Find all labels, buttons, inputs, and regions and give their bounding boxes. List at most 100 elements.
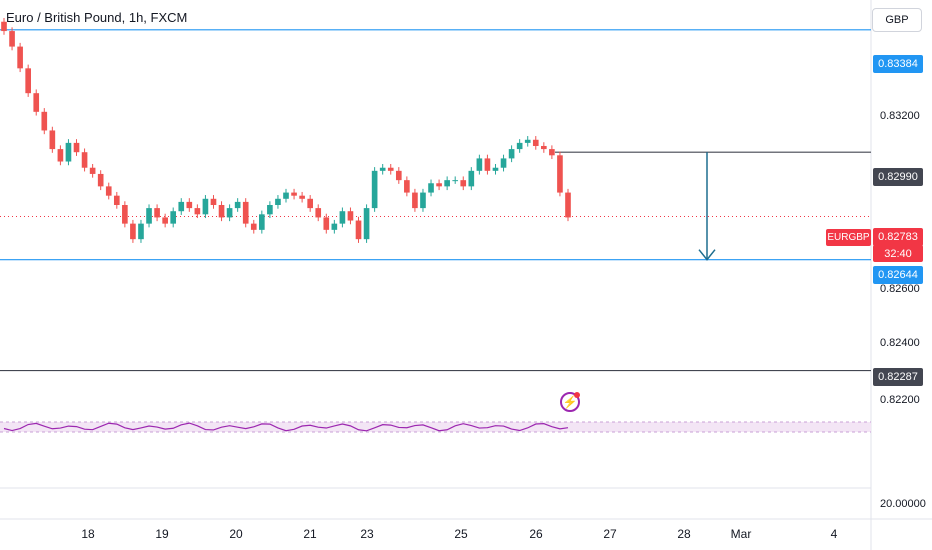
candle-body bbox=[420, 192, 426, 209]
chart-title: Euro / British Pound, 1h, FXCM bbox=[6, 10, 188, 25]
candle-body bbox=[9, 31, 15, 47]
x-tick-label: 20 bbox=[229, 527, 243, 541]
projection-arrow-head bbox=[698, 249, 716, 261]
candle-body bbox=[154, 208, 160, 218]
candle-body bbox=[234, 201, 241, 209]
candle-body bbox=[460, 180, 467, 187]
x-tick-label: 27 bbox=[603, 527, 617, 541]
candle-body bbox=[226, 208, 233, 218]
candle-body bbox=[1, 21, 7, 32]
candle-body bbox=[242, 201, 249, 224]
candle-body bbox=[371, 170, 378, 209]
candle-body bbox=[428, 183, 434, 193]
level-tag: 0.82287 bbox=[873, 368, 923, 386]
candle-body bbox=[97, 173, 104, 187]
y-tick-label: 0.83200 bbox=[880, 110, 920, 122]
x-tick-label: 28 bbox=[677, 527, 691, 541]
candle-body bbox=[73, 142, 80, 153]
candle-body bbox=[412, 192, 418, 209]
candle-body bbox=[283, 192, 289, 199]
candle-body bbox=[557, 155, 563, 193]
candle-body bbox=[549, 149, 555, 156]
candle-body bbox=[17, 46, 23, 69]
y-tick-label: 0.82600 bbox=[880, 283, 920, 295]
candle-body bbox=[194, 208, 201, 215]
candle-body bbox=[492, 167, 499, 171]
candle-body bbox=[387, 167, 394, 171]
candle-body bbox=[89, 167, 96, 174]
candle-body bbox=[267, 205, 273, 215]
last-price-tag: 0.82783 bbox=[873, 228, 923, 246]
candle-body bbox=[331, 223, 338, 230]
candle-body bbox=[379, 167, 386, 171]
y-tick-label: 0.82200 bbox=[880, 394, 920, 406]
candle-body bbox=[105, 186, 112, 196]
lightning-icon[interactable]: ⚡ bbox=[560, 392, 580, 412]
candle-body bbox=[484, 158, 491, 171]
candle-body bbox=[178, 201, 185, 212]
candle-body bbox=[25, 68, 31, 94]
candle-body bbox=[202, 198, 209, 215]
candle-body bbox=[355, 220, 362, 240]
candle-body bbox=[500, 158, 507, 168]
candle-body bbox=[541, 145, 547, 150]
candle-body bbox=[436, 183, 442, 187]
candle-body bbox=[404, 180, 410, 193]
notification-dot bbox=[574, 392, 580, 398]
candle-body bbox=[291, 192, 297, 196]
candle-body bbox=[299, 195, 305, 199]
candle-body bbox=[138, 223, 144, 240]
candle-body bbox=[452, 180, 459, 182]
x-tick-label: 19 bbox=[155, 527, 169, 541]
currency-button[interactable]: GBP bbox=[872, 8, 922, 32]
candle-body bbox=[468, 170, 475, 187]
level-tag: 0.82990 bbox=[873, 168, 923, 186]
x-tick-label: Mar bbox=[730, 527, 752, 541]
candle-body bbox=[186, 201, 193, 209]
level-tag: 0.82644 bbox=[873, 266, 923, 284]
level-tag: 0.83384 bbox=[873, 55, 923, 73]
candle-body bbox=[347, 211, 354, 221]
x-tick-label: 23 bbox=[360, 527, 374, 541]
candle-body bbox=[49, 130, 56, 150]
candle-body bbox=[41, 111, 48, 131]
candle-body bbox=[122, 205, 128, 224]
candle-body bbox=[259, 214, 265, 230]
candle-body bbox=[516, 142, 523, 150]
candle-body bbox=[218, 205, 225, 218]
candle-body bbox=[395, 170, 402, 181]
candle-body bbox=[146, 208, 152, 224]
candle-body bbox=[57, 149, 64, 162]
candle-body bbox=[162, 217, 168, 224]
candle-body bbox=[65, 142, 72, 162]
x-tick-label: 21 bbox=[303, 527, 317, 541]
candle-body bbox=[250, 223, 257, 230]
candle-body bbox=[444, 180, 450, 187]
candle-body bbox=[33, 93, 40, 112]
symbol-tag: EURGBP bbox=[826, 229, 871, 246]
candle-body bbox=[130, 223, 136, 240]
candle-body bbox=[363, 208, 370, 240]
rsi-line bbox=[3, 422, 569, 432]
candle-body bbox=[524, 139, 531, 143]
candle-body bbox=[323, 217, 330, 230]
x-tick-label: 18 bbox=[81, 527, 95, 541]
candle-body bbox=[339, 211, 346, 224]
candle-body bbox=[508, 149, 515, 159]
candle-body bbox=[476, 158, 483, 171]
indicator-scale-label: 20.00000 bbox=[880, 498, 926, 510]
candle-body bbox=[565, 192, 571, 218]
bar-countdown: 32:40 bbox=[873, 245, 923, 262]
candle-body bbox=[170, 211, 177, 224]
candle-body bbox=[307, 198, 313, 209]
y-tick-label: 0.82400 bbox=[880, 337, 920, 349]
candle-body bbox=[210, 198, 217, 205]
candle-body bbox=[532, 139, 539, 146]
candle-body bbox=[315, 208, 322, 218]
candle-body bbox=[81, 152, 88, 168]
x-tick-label: 4 bbox=[830, 527, 838, 541]
x-tick-label: 25 bbox=[454, 527, 468, 541]
x-tick-label: 26 bbox=[529, 527, 543, 541]
rsi-band bbox=[0, 422, 871, 432]
